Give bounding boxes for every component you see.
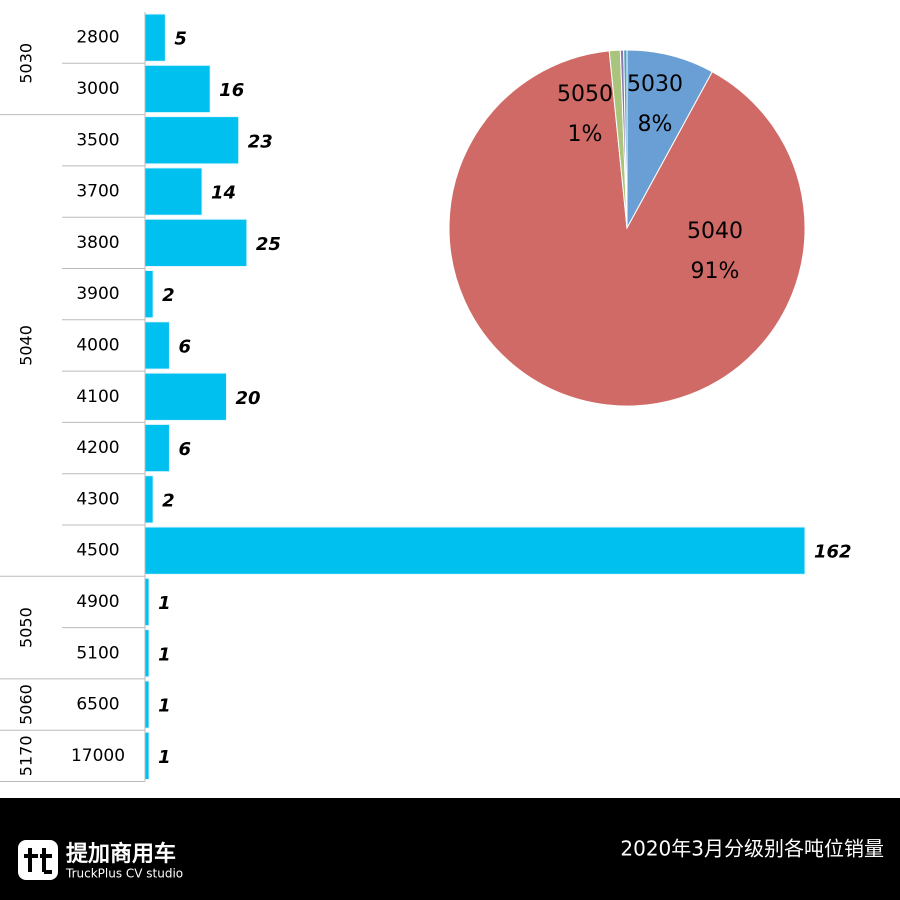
value-label: 14	[211, 183, 236, 204]
bar	[144, 321, 170, 370]
category-label: 4900	[76, 592, 119, 612]
category-label: 4300	[76, 489, 119, 509]
category-label: 3700	[76, 182, 119, 202]
chart-title: 2020年3月分级别各吨位销量	[620, 837, 884, 861]
bar	[144, 423, 170, 473]
slice-label: 1%	[568, 122, 603, 147]
group-label: 5170	[17, 735, 36, 776]
value-label: 5	[174, 29, 187, 50]
category-label: 3000	[76, 79, 119, 99]
bar	[144, 167, 203, 216]
value-label: 2	[162, 285, 175, 306]
bar	[144, 13, 166, 62]
value-label: 23	[248, 131, 273, 152]
brand-tagline: TruckPlus CV studio	[65, 867, 183, 881]
pie-slice	[623, 49, 628, 229]
bar	[144, 475, 154, 524]
value-label: 162	[814, 542, 852, 563]
slice-label: 91%	[691, 259, 740, 284]
bar	[144, 64, 211, 114]
bar	[144, 731, 150, 781]
brand-name: 提加商用车	[66, 841, 176, 867]
pie-slice	[448, 50, 806, 407]
bar	[144, 629, 150, 678]
slice-name: 5030	[627, 72, 683, 97]
category-label: 17000	[71, 746, 125, 766]
category-label: 4100	[76, 387, 119, 407]
slice-label: 8%	[638, 112, 673, 137]
category-label: 3900	[76, 284, 119, 304]
value-label: 1	[158, 644, 171, 665]
footer-band	[0, 798, 900, 900]
bar	[144, 270, 154, 319]
value-label: 20	[235, 388, 260, 409]
group-label: 5030	[17, 43, 36, 84]
category-label: 4500	[76, 541, 119, 561]
bar	[144, 680, 150, 729]
category-label: 6500	[76, 695, 119, 715]
logo-icon	[18, 840, 58, 880]
value-label: 1	[158, 747, 171, 768]
bar	[144, 526, 806, 575]
slice-name: 5050	[557, 82, 613, 107]
category-label: 2800	[76, 28, 119, 48]
bar	[144, 116, 240, 165]
value-label: 6	[178, 439, 191, 460]
value-label: 16	[219, 80, 244, 101]
value-label: 6	[178, 336, 191, 357]
bar	[144, 577, 150, 627]
group-label: 5050	[17, 607, 36, 648]
category-label: 5100	[76, 643, 119, 663]
bar	[144, 218, 248, 267]
value-label: 1	[158, 593, 171, 614]
group-label: 5040	[17, 325, 36, 366]
category-label: 3800	[76, 233, 119, 253]
slice-name: 5040	[687, 219, 743, 244]
value-label: 25	[256, 234, 281, 255]
bar	[144, 372, 227, 421]
value-label: 1	[158, 696, 171, 717]
category-label: 3500	[76, 130, 119, 150]
group-label: 5060	[17, 684, 36, 725]
value-label: 2	[162, 490, 175, 511]
category-label: 4000	[76, 335, 119, 355]
category-label: 4200	[76, 438, 119, 458]
